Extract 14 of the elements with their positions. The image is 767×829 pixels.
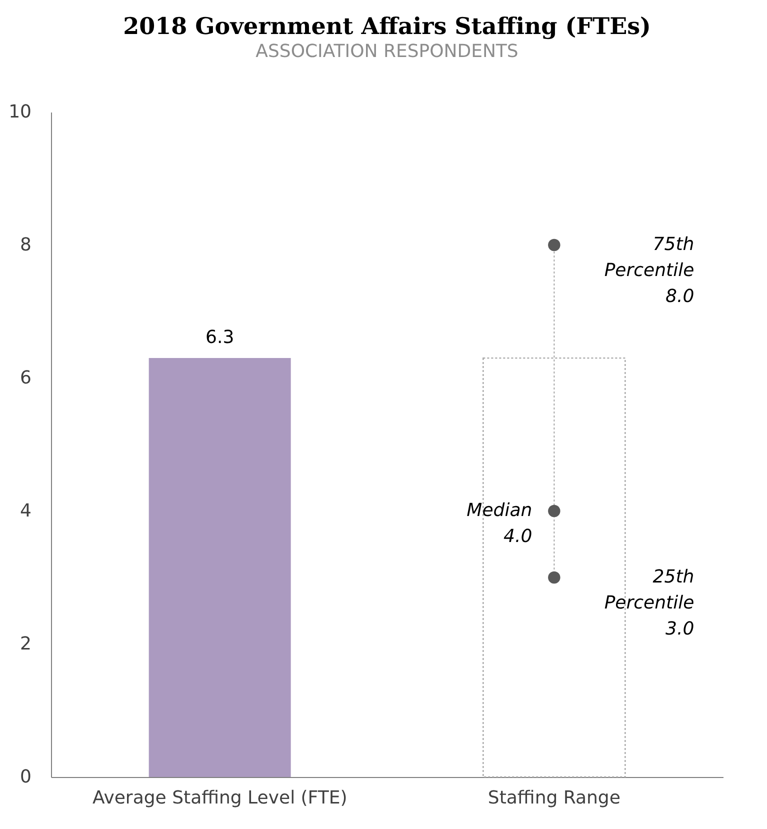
x-tick-label: Average Staffing Level (FTE) [92, 788, 348, 808]
y-tick-label: 0 [20, 766, 32, 788]
chart-title: 2018 Government Affairs Staffing (FTEs) [123, 13, 651, 40]
annotation: Median 4.0 [466, 500, 532, 547]
y-tick-label: 8 [20, 234, 32, 256]
data-label: 6.3 [206, 327, 234, 348]
x-tick-label: Staffing Range [488, 788, 620, 808]
y-tick-label: 4 [20, 500, 32, 522]
y-tick-label: 10 [8, 102, 32, 122]
chart-subtitle: ASSOCIATION RESPONDENTS [256, 41, 518, 62]
y-tick-label: 6 [20, 368, 32, 388]
annotation: 25th Percentile 3.0 [604, 566, 694, 640]
y-tick-label: 2 [20, 634, 32, 654]
annotation: 75th Percentile 8.0 [604, 234, 694, 307]
